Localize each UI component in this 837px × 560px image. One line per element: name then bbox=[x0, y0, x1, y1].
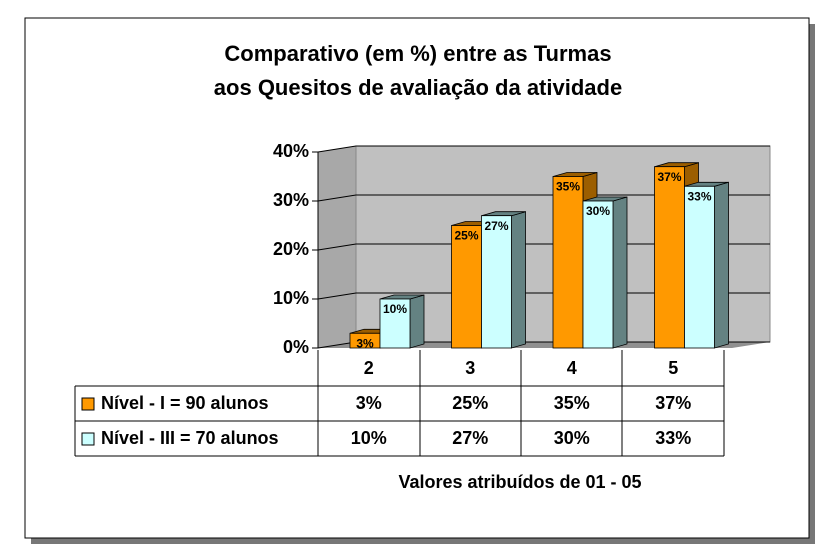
data-table bbox=[74, 350, 725, 457]
bar-side bbox=[714, 181, 729, 349]
bar bbox=[684, 185, 715, 349]
table-value: 3% bbox=[356, 393, 382, 413]
table-value: 27% bbox=[452, 428, 488, 448]
table-value: 25% bbox=[452, 393, 488, 413]
chart-title: Comparativo (em %) entre as Turmas bbox=[224, 41, 611, 66]
x-tick-label: 4 bbox=[567, 358, 577, 378]
bar bbox=[582, 200, 614, 349]
grid-line bbox=[317, 194, 770, 202]
table-value: 37% bbox=[655, 393, 691, 413]
bar-side bbox=[409, 294, 425, 349]
y-tick-label: 0% bbox=[283, 337, 309, 357]
bar bbox=[481, 215, 512, 349]
data-label: 27% bbox=[484, 219, 508, 233]
bar bbox=[379, 298, 411, 349]
y-tick-label: 20% bbox=[273, 239, 309, 259]
bars: 3% 10% 25% 27% 35% 30% 37% 33% bbox=[349, 162, 729, 350]
x-tick-label: 5 bbox=[668, 358, 678, 378]
bar-side bbox=[511, 211, 526, 349]
bar bbox=[451, 225, 482, 349]
y-tick-label: 10% bbox=[273, 288, 309, 308]
bar-side bbox=[612, 196, 628, 349]
legend-label: Nível - III = 70 alunos bbox=[101, 428, 279, 448]
data-label: 3% bbox=[356, 336, 374, 350]
x-tick-label: 2 bbox=[364, 358, 374, 378]
table-value: 30% bbox=[554, 428, 590, 448]
bar bbox=[654, 166, 685, 349]
grid-line bbox=[317, 292, 770, 300]
table-value: 10% bbox=[351, 428, 387, 448]
data-label: 10% bbox=[383, 302, 407, 316]
table-value: 33% bbox=[655, 428, 691, 448]
y-tick-label: 40% bbox=[273, 141, 309, 161]
x-axis-label: Valores atribuídos de 01 - 05 bbox=[398, 472, 641, 492]
x-tick-label: 3 bbox=[465, 358, 475, 378]
y-tick-label: 30% bbox=[273, 190, 309, 210]
data-label: 30% bbox=[586, 204, 610, 218]
bar bbox=[552, 176, 584, 349]
legend-swatch bbox=[81, 397, 95, 411]
data-label: 25% bbox=[454, 229, 478, 243]
data-label: 33% bbox=[687, 189, 711, 203]
chart-title: aos Quesitos de avaliação da atividade bbox=[214, 75, 622, 100]
grid-line bbox=[317, 145, 770, 153]
legend-swatch bbox=[81, 432, 95, 446]
data-label: 35% bbox=[556, 180, 580, 194]
legend-label: Nível - I = 90 alunos bbox=[101, 393, 269, 413]
grid-line bbox=[317, 243, 770, 251]
data-label: 37% bbox=[657, 170, 681, 184]
table-value: 35% bbox=[554, 393, 590, 413]
